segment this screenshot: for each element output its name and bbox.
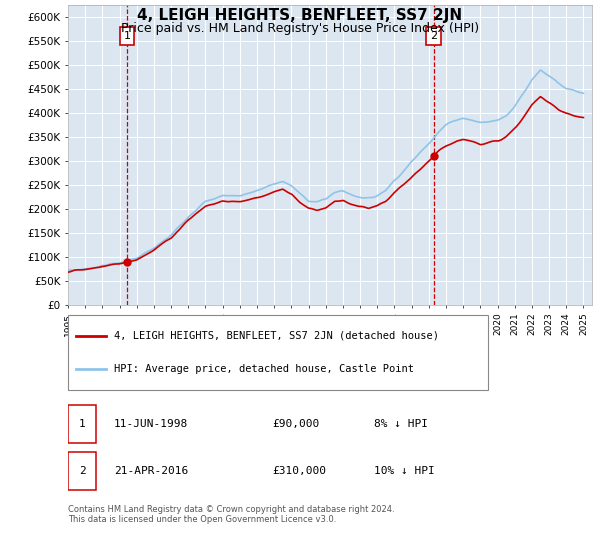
Text: 1: 1	[79, 419, 85, 429]
Bar	[68, 452, 96, 490]
Text: 10% ↓ HPI: 10% ↓ HPI	[374, 466, 435, 476]
Text: 1: 1	[124, 31, 131, 41]
Text: HPI: Average price, detached house, Castle Point: HPI: Average price, detached house, Cast…	[114, 364, 414, 374]
Text: 11-JUN-1998: 11-JUN-1998	[114, 419, 188, 429]
Text: Contains HM Land Registry data © Crown copyright and database right 2024.
This d: Contains HM Land Registry data © Crown c…	[68, 505, 395, 524]
Text: 2: 2	[79, 466, 85, 476]
Text: 4, LEIGH HEIGHTS, BENFLEET, SS7 2JN: 4, LEIGH HEIGHTS, BENFLEET, SS7 2JN	[137, 8, 463, 24]
Bar	[68, 405, 96, 443]
Text: 4, LEIGH HEIGHTS, BENFLEET, SS7 2JN (detached house): 4, LEIGH HEIGHTS, BENFLEET, SS7 2JN (det…	[114, 331, 439, 341]
Text: £310,000: £310,000	[272, 466, 326, 476]
Text: £90,000: £90,000	[272, 419, 319, 429]
Text: 2: 2	[430, 31, 437, 41]
Text: Price paid vs. HM Land Registry's House Price Index (HPI): Price paid vs. HM Land Registry's House …	[121, 22, 479, 35]
Text: 8% ↓ HPI: 8% ↓ HPI	[374, 419, 428, 429]
Text: 21-APR-2016: 21-APR-2016	[114, 466, 188, 476]
